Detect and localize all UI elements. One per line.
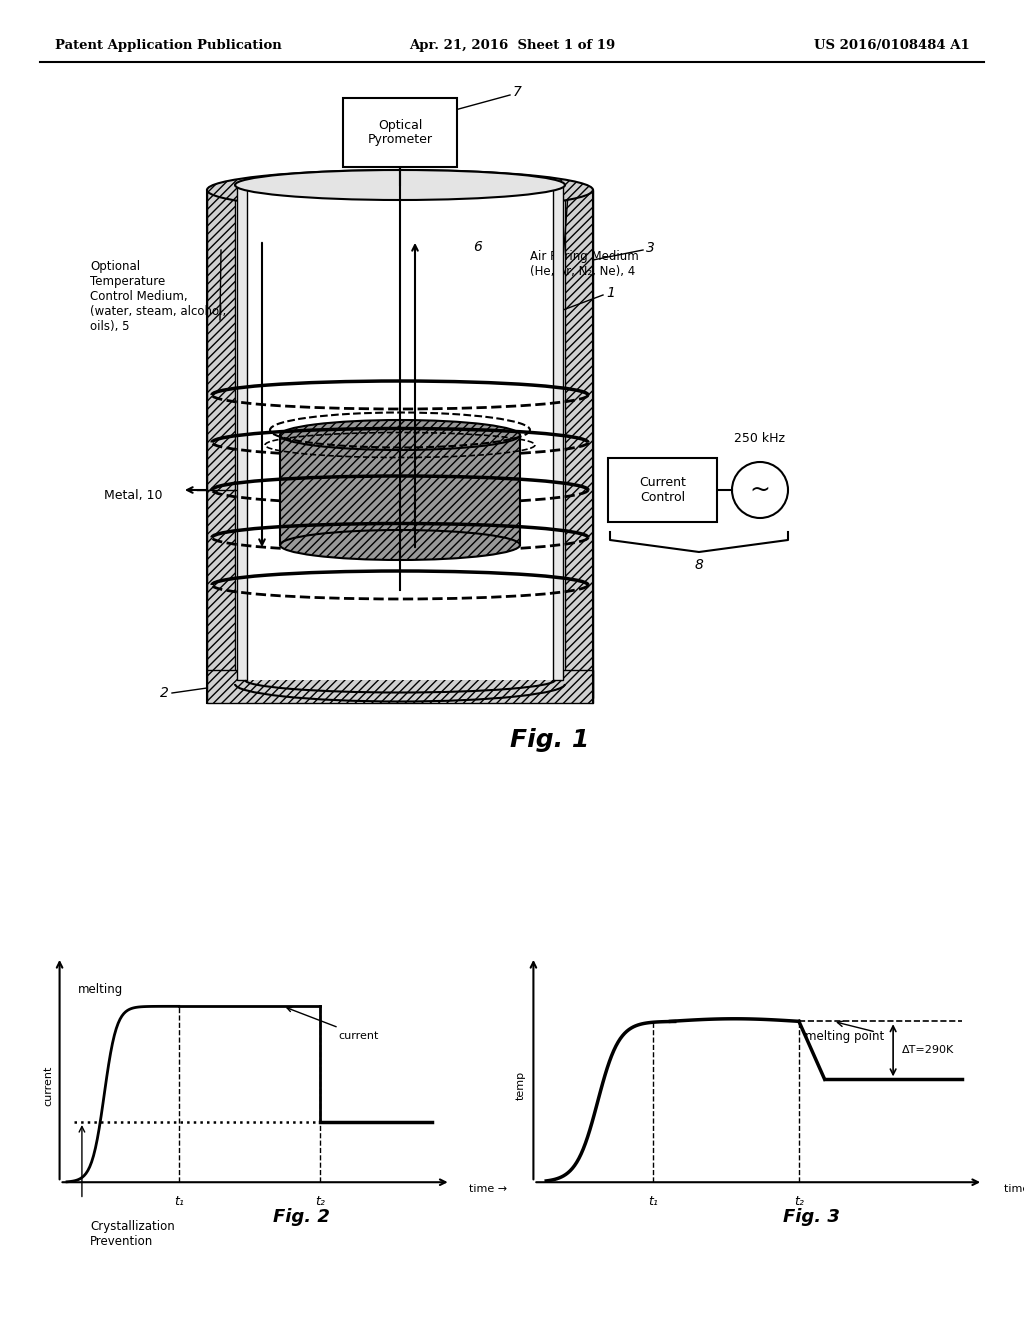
FancyBboxPatch shape [608, 458, 717, 521]
Ellipse shape [234, 170, 565, 201]
Bar [237, 185, 247, 680]
Text: 3: 3 [646, 242, 655, 255]
Text: t₁: t₁ [174, 1195, 183, 1208]
Text: Fig. 3: Fig. 3 [783, 1208, 840, 1226]
Text: US 2016/0108484 A1: US 2016/0108484 A1 [814, 38, 970, 51]
Text: Fig. 2: Fig. 2 [273, 1208, 330, 1226]
Text: melting point: melting point [805, 1030, 885, 1043]
Text: Crystallization
Prevention: Crystallization Prevention [90, 1220, 175, 1247]
Text: 2: 2 [160, 686, 169, 700]
Text: t₂: t₂ [794, 1195, 804, 1208]
Text: Optional
Temperature
Control Medium,
(water, steam, alcohol,
oils), 5: Optional Temperature Control Medium, (wa… [90, 260, 226, 333]
Text: current: current [43, 1065, 53, 1106]
Text: time →: time → [1005, 1184, 1024, 1193]
Text: Current
Control: Current Control [639, 477, 686, 504]
Bar [553, 185, 563, 680]
Ellipse shape [280, 420, 520, 450]
Text: t₁: t₁ [648, 1195, 658, 1208]
Text: 250 kHz: 250 kHz [734, 432, 785, 445]
Bar [565, 190, 593, 698]
Text: current: current [287, 1007, 379, 1040]
Text: Metal, 10: Metal, 10 [103, 488, 162, 502]
Text: ~: ~ [750, 478, 770, 502]
Text: 7: 7 [513, 84, 522, 99]
Ellipse shape [207, 170, 593, 210]
Text: 6: 6 [473, 240, 482, 253]
Bar [207, 190, 234, 698]
Ellipse shape [280, 531, 520, 560]
Text: Fig. 1: Fig. 1 [510, 729, 590, 752]
Bar [247, 185, 557, 680]
FancyBboxPatch shape [343, 98, 457, 168]
Text: Apr. 21, 2016  Sheet 1 of 19: Apr. 21, 2016 Sheet 1 of 19 [409, 38, 615, 51]
Text: t₂: t₂ [315, 1195, 326, 1208]
Text: temp: temp [515, 1071, 525, 1101]
Text: Optical
Pyrometer: Optical Pyrometer [368, 119, 432, 147]
Text: time →: time → [469, 1184, 507, 1193]
Text: 8: 8 [694, 558, 703, 572]
Text: melting: melting [78, 982, 124, 995]
Text: Air Puring Medium
(He, Ar, N₂, Ne), 4: Air Puring Medium (He, Ar, N₂, Ne), 4 [530, 249, 639, 279]
Text: 1: 1 [606, 286, 614, 300]
Text: Patent Application Publication: Patent Application Publication [55, 38, 282, 51]
Bar [207, 671, 593, 704]
Text: ΔT=290K: ΔT=290K [902, 1045, 954, 1055]
Bar [280, 436, 520, 545]
